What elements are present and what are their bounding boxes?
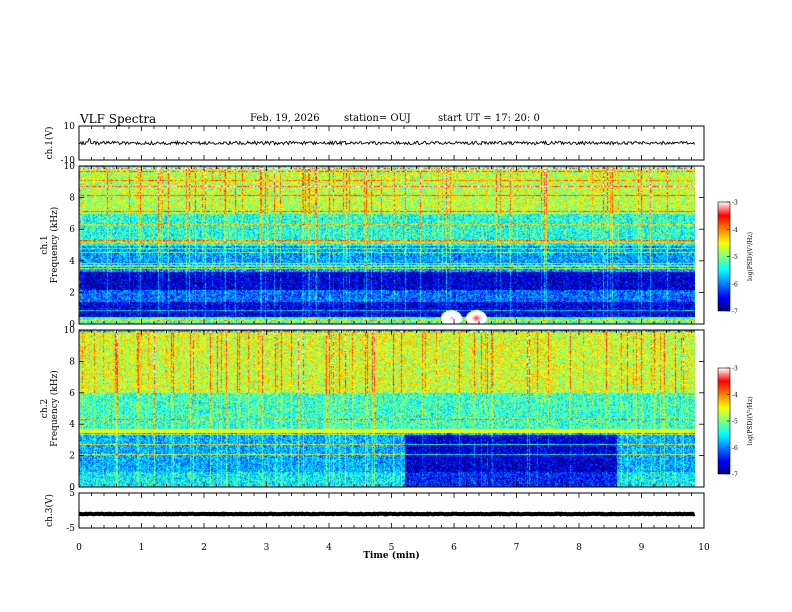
y-tick-label: -10 — [61, 156, 76, 166]
colorbar-label: log(PSD)(V²/Hz) — [747, 397, 754, 446]
panel-frame-4 — [78, 492, 705, 529]
x-tick-label: 4 — [326, 543, 332, 553]
start-time-label: start UT = 17: 20: 0 — [438, 113, 540, 124]
y-tick-label: 6 — [69, 225, 75, 235]
x-tick-label: 1 — [139, 543, 145, 553]
y-tick-label: 5 — [69, 489, 75, 499]
y-tick-label: 8 — [69, 194, 75, 204]
waveform-ch3-waveform — [78, 511, 696, 517]
y-axis-label: ch.3(V) — [44, 494, 55, 527]
y-tick-label: 6 — [69, 389, 75, 399]
colorbar-tick-label: -5 — [732, 254, 738, 261]
y-tick-label: -5 — [66, 524, 75, 534]
y-tick-label: 2 — [69, 288, 75, 298]
x-axis-label: Time (min) — [363, 550, 420, 561]
x-tick-label: 0 — [76, 543, 82, 553]
y-axis-label: ch.1 — [40, 235, 50, 254]
y-axis-label: ch.2 — [40, 399, 50, 418]
y-tick-label: 10 — [64, 122, 76, 132]
y-axis-label: Frequency (kHz) — [49, 370, 60, 447]
colorbar-tick-label: -4 — [732, 227, 738, 234]
colorbar-tick-label: -7 — [732, 309, 738, 316]
colorbar-tick-label: -7 — [732, 472, 738, 479]
x-tick-label: 3 — [264, 543, 270, 553]
colorbar-label: log(PSD)(V²/Hz) — [747, 232, 754, 281]
x-tick-label: 6 — [451, 543, 457, 553]
waveform-ch1-waveform — [78, 138, 696, 147]
colorbar-tick-label: -6 — [732, 445, 738, 452]
y-tick-label: 10 — [64, 162, 76, 172]
x-tick-label: 7 — [514, 543, 520, 553]
y-tick-label: 10 — [64, 326, 76, 336]
colorbar-tick-label: -3 — [732, 200, 738, 207]
x-tick-label: 8 — [576, 543, 582, 553]
figure-title: VLF Spectra — [80, 112, 157, 126]
y-tick-label: 8 — [69, 357, 75, 367]
y-axis-label: Frequency (kHz) — [49, 207, 60, 284]
y-tick-label: 0 — [69, 320, 75, 330]
y-tick-label: 4 — [69, 420, 75, 430]
y-tick-label: 2 — [69, 452, 75, 462]
station-label: station= OUJ — [344, 113, 411, 124]
colorbar-tick-label: -4 — [732, 392, 738, 399]
colorbar-tick-label: -5 — [732, 419, 738, 426]
colorbar-tick-label: -6 — [732, 281, 738, 288]
spectrogram-ch1-spectrogram — [79, 166, 695, 324]
y-axis-label: ch.1(V) — [44, 127, 55, 160]
colorbar-tick-label: -3 — [732, 366, 738, 373]
x-tick-label: 10 — [698, 543, 710, 553]
spectrogram-ch2-spectrogram — [79, 330, 695, 487]
y-tick-label: 4 — [69, 257, 75, 267]
x-tick-label: 5 — [389, 543, 395, 553]
y-tick-label: 0 — [69, 483, 75, 493]
date-label: Feb. 19, 2026 — [250, 113, 320, 124]
x-tick-label: 9 — [639, 543, 645, 553]
x-tick-label: 2 — [201, 543, 207, 553]
